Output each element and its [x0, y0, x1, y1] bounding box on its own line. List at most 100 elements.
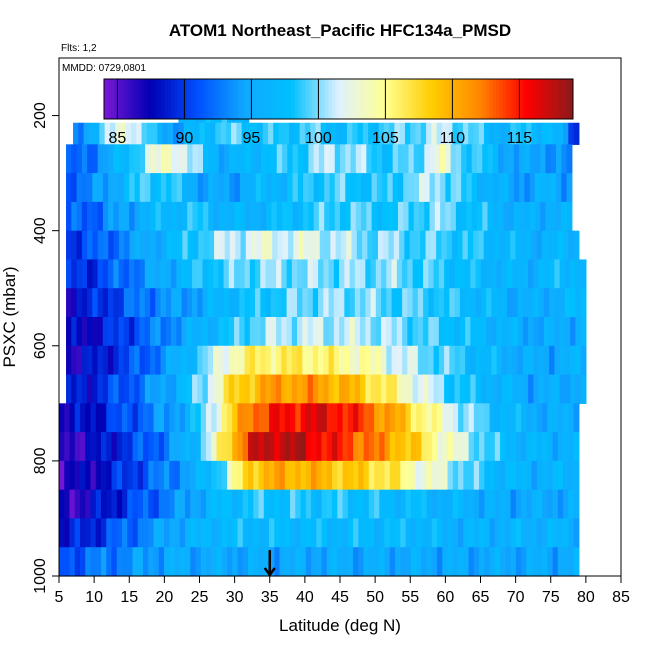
heatmap-cell [522, 317, 529, 347]
heatmap-cell [365, 317, 372, 347]
heatmap-cell [227, 432, 233, 462]
heatmap-cell [290, 460, 296, 491]
heatmap-cell [335, 230, 342, 261]
heatmap-cell [358, 518, 365, 548]
heatmap-cell [113, 259, 120, 289]
heatmap-cell [169, 489, 176, 520]
heatmap-cell [213, 201, 220, 232]
heatmap-cell [403, 173, 410, 203]
heatmap-cell [459, 259, 466, 289]
heatmap-cell [269, 460, 275, 491]
heatmap-cell [375, 317, 382, 347]
heatmap-cell [533, 259, 540, 289]
heatmap-cell [239, 144, 246, 174]
heatmap-cell [282, 230, 289, 261]
heatmap-cell [111, 489, 118, 520]
heatmap-cell [480, 345, 487, 376]
colorbar-segment [264, 79, 269, 119]
heatmap-cell [395, 403, 401, 433]
heatmap-cell [239, 317, 246, 347]
heatmap-cell [218, 374, 225, 404]
heatmap-cell [74, 518, 81, 548]
colorbar-segment [321, 79, 326, 119]
colorbar-segment [372, 79, 376, 119]
heatmap-cell [421, 460, 428, 491]
heatmap-cell [249, 317, 256, 347]
heatmap-cell [431, 403, 438, 433]
heatmap-cell [150, 288, 156, 318]
heatmap-cell [124, 230, 131, 261]
heatmap-cell [570, 259, 576, 289]
heatmap-cell [127, 460, 134, 491]
heatmap-cell [234, 345, 240, 376]
heatmap-cell [260, 259, 267, 289]
heatmap-cell [229, 230, 236, 261]
heatmap-cell [562, 230, 569, 261]
heatmap-cell [134, 144, 141, 174]
heatmap-cell [143, 547, 149, 577]
heatmap-cell [299, 122, 306, 145]
heatmap-cell [396, 374, 403, 404]
heatmap-cell [431, 489, 438, 520]
heatmap-cell [66, 288, 72, 318]
heatmap-cell [400, 518, 407, 548]
heatmap-cell [337, 403, 344, 433]
heatmap-cell [139, 288, 146, 318]
heatmap-cell [426, 518, 433, 548]
heatmap-cell [561, 173, 568, 203]
heatmap-cell [134, 345, 141, 376]
heatmap-cell [526, 122, 533, 145]
heatmap-cell [276, 259, 282, 289]
heatmap-cell [102, 317, 109, 347]
heatmap-cell [360, 374, 366, 404]
heatmap-cell [389, 489, 396, 520]
heatmap-cell [145, 201, 151, 232]
heatmap-cell [454, 374, 461, 404]
heatmap-cell [501, 288, 508, 318]
heatmap-cell [185, 460, 191, 491]
heatmap-cell [436, 230, 442, 261]
heatmap-cell [218, 345, 225, 376]
heatmap-cell [496, 288, 503, 318]
heatmap-cell [85, 518, 92, 548]
heatmap-cell [542, 489, 548, 520]
heatmap-cell [568, 122, 575, 145]
heatmap-cell [286, 288, 293, 318]
heatmap-cell [568, 518, 575, 548]
heatmap-cell [310, 122, 317, 145]
heatmap-cell [438, 345, 445, 376]
heatmap-cell [421, 489, 428, 520]
heatmap-cell [244, 345, 251, 376]
heatmap-cell [80, 489, 86, 520]
heatmap-cell [336, 122, 343, 145]
heatmap-cell [340, 173, 346, 203]
heatmap-cell [554, 288, 561, 318]
heatmap-cell [200, 432, 207, 462]
heatmap-cell [340, 144, 346, 174]
heatmap-cell [417, 259, 424, 289]
heatmap-cell [517, 288, 524, 318]
heatmap-cell [501, 345, 508, 376]
heatmap-cell [487, 201, 494, 232]
heatmap-cell [211, 518, 218, 548]
heatmap-cell [221, 403, 228, 433]
heatmap-cell [458, 547, 464, 577]
heatmap-cell [307, 288, 314, 318]
heatmap-cell [379, 403, 386, 433]
heatmap-cell [305, 518, 312, 548]
heatmap-cell [249, 259, 256, 289]
heatmap-cell [392, 144, 399, 174]
heatmap-cell [458, 403, 464, 433]
heatmap-cell [174, 432, 181, 462]
heatmap-cell [526, 460, 533, 491]
heatmap-cell [197, 374, 204, 404]
heatmap-cell [173, 122, 180, 145]
heatmap-cell [351, 230, 358, 261]
heatmap-cell [370, 259, 377, 289]
heatmap-cell [284, 432, 291, 462]
heatmap-cell [475, 374, 482, 404]
heatmap-cell [66, 173, 72, 203]
heatmap-cell [218, 144, 225, 174]
heatmap-cell [150, 345, 156, 376]
heatmap-cell [106, 432, 113, 462]
